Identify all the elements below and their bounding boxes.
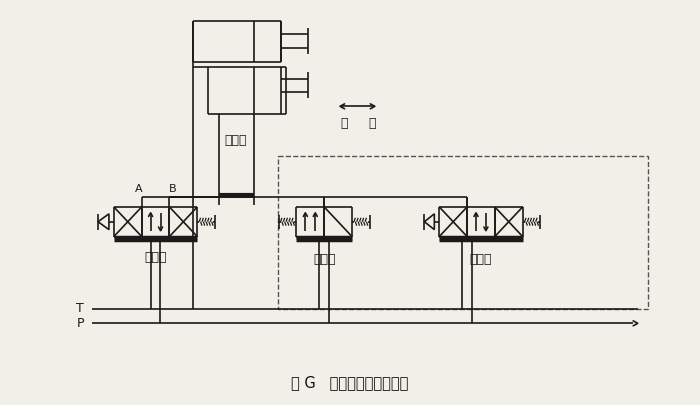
Text: B: B bbox=[169, 184, 176, 194]
Text: 换向阀: 换向阀 bbox=[470, 253, 492, 266]
Text: 开: 开 bbox=[340, 117, 348, 130]
Text: 关: 关 bbox=[368, 117, 376, 130]
Text: 图 G   静叶调整阀组原理图: 图 G 静叶调整阀组原理图 bbox=[291, 375, 409, 390]
Text: T: T bbox=[76, 302, 84, 315]
Text: A: A bbox=[135, 184, 143, 194]
Bar bbox=[278, 156, 648, 309]
Text: P: P bbox=[76, 317, 84, 330]
Text: 伺服阀: 伺服阀 bbox=[144, 252, 167, 264]
Text: 伺服缸: 伺服缸 bbox=[225, 134, 247, 147]
Text: 换向阀: 换向阀 bbox=[313, 253, 335, 266]
